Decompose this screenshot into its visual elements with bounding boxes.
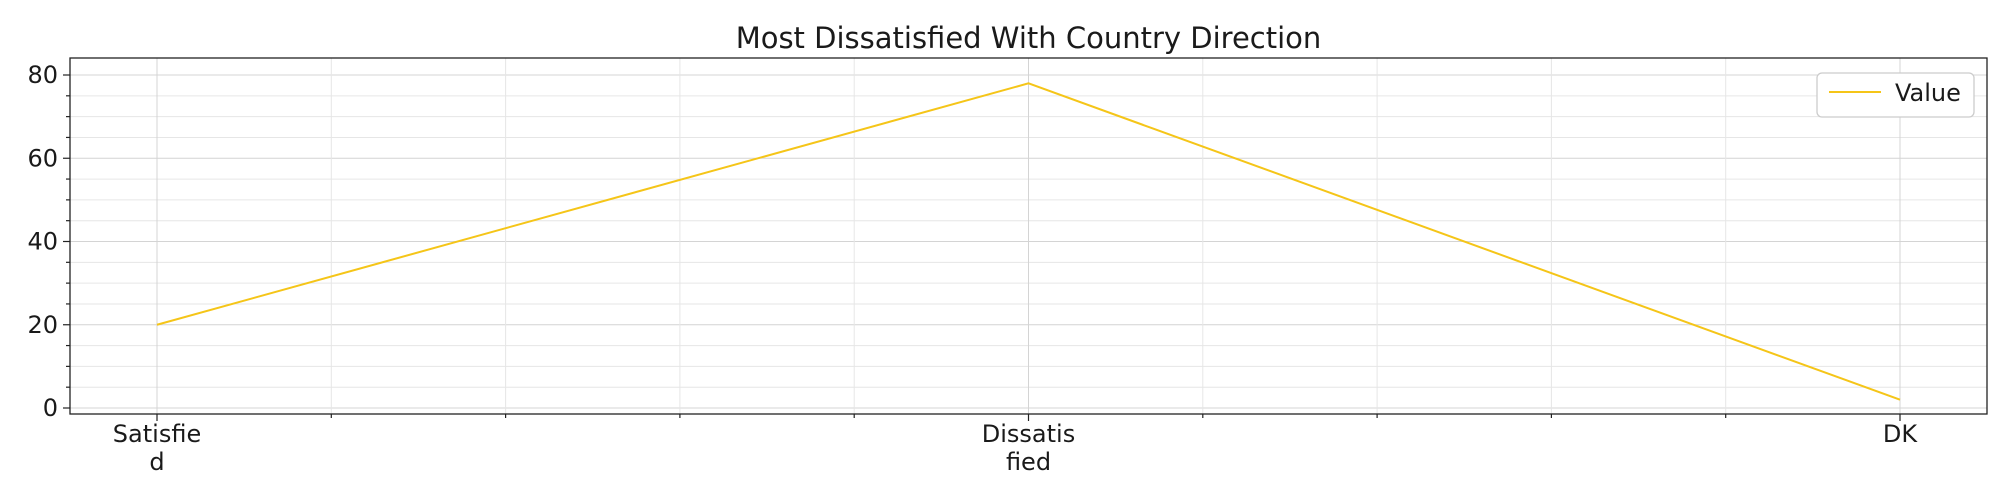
x-tick-label: fied xyxy=(1006,448,1051,476)
series-layer xyxy=(156,82,1901,401)
x-tick-label: d xyxy=(149,448,164,476)
legend: Value xyxy=(1816,72,1975,118)
plot-frame xyxy=(69,57,1988,415)
grid xyxy=(70,58,1987,414)
y-tick-label: 80 xyxy=(27,61,58,89)
y-axis: 0 20 40 60 80 xyxy=(27,61,70,422)
y-tick-label: 40 xyxy=(27,228,58,256)
x-tick-label: Dissatis xyxy=(982,420,1075,448)
legend-label-value: Value xyxy=(1895,79,1961,107)
y-tick-label: 20 xyxy=(27,311,58,339)
chart-title: Most Dissatisfied With Country Direction xyxy=(736,21,1322,55)
x-tick-label: Satisfie xyxy=(113,420,201,448)
legend-box xyxy=(1816,72,1975,118)
y-tick-label: 0 xyxy=(43,394,58,422)
x-tick-label: DK xyxy=(1883,420,1918,448)
y-tick-label: 60 xyxy=(27,144,58,172)
